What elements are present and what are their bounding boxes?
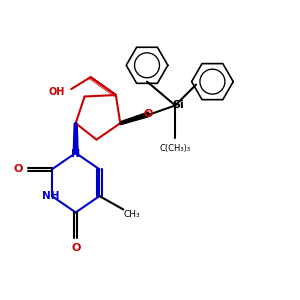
Text: Si: Si <box>172 100 184 110</box>
Text: O: O <box>144 109 153 119</box>
Text: O: O <box>71 243 80 253</box>
Polygon shape <box>73 123 78 153</box>
Text: CH₃: CH₃ <box>124 210 140 219</box>
Polygon shape <box>120 112 148 125</box>
Text: OH: OH <box>48 87 64 97</box>
Text: NH: NH <box>42 191 59 201</box>
Text: N: N <box>71 149 80 160</box>
Text: C(CH₃)₃: C(CH₃)₃ <box>160 144 191 153</box>
Text: O: O <box>13 164 22 174</box>
